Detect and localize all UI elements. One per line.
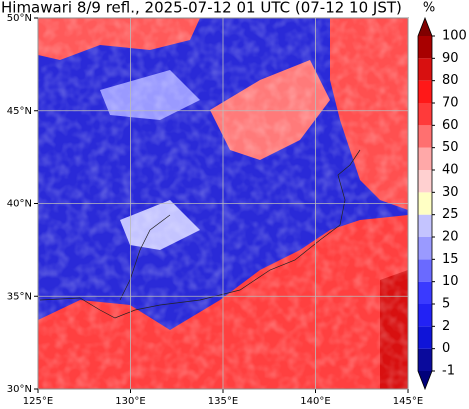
colorbar-tick-label: 25 (442, 207, 459, 222)
colorbar-over (418, 18, 432, 36)
colorbar-tick-label: 10 (442, 274, 459, 289)
colorbar-tick-label: 30 (442, 185, 459, 200)
colorbar-tick-label: 90 (442, 51, 459, 66)
colorbar-segment (418, 259, 432, 282)
colorbar-tick-label: 20 (442, 230, 459, 245)
colorbar-tick-label: -1 (442, 364, 455, 379)
colorbar-tick-label: 2 (442, 319, 450, 334)
colorbar-segment (418, 214, 432, 237)
y-tick-label: 40°N (7, 199, 32, 210)
colorbar-tick-label: 70 (442, 96, 459, 111)
x-tick-label: 125°E (23, 396, 53, 407)
y-tick-label: 45°N (7, 106, 32, 117)
colorbar-segment (418, 326, 432, 349)
x-tick-label: 135°E (208, 396, 238, 407)
colorbar-tick-label: 80 (442, 73, 459, 88)
title: Himawari 8/9 refl., 2025-07-12 01 UTC (0… (1, 0, 402, 17)
colorbar-under (418, 371, 432, 389)
colorbar-segment (418, 192, 432, 215)
x-tick-label: 145°E (393, 396, 423, 407)
colorbar-segment (418, 58, 432, 81)
colorbar-tick-label: 40 (442, 163, 459, 178)
colorbar-segment (418, 237, 432, 260)
y-tick-label: 35°N (7, 291, 32, 302)
colorbar-segment (418, 147, 432, 170)
colorbar-tick-label: 50 (442, 140, 459, 155)
x-tick-label: 130°E (115, 396, 145, 407)
colorbar-segment (418, 125, 432, 148)
colorbar-tick-label: 5 (442, 297, 450, 312)
colorbar-tick-label: 100 (442, 29, 467, 44)
colorbar-segment (418, 348, 432, 371)
colorbar-unit: % (423, 1, 435, 16)
colorbar-tick-label: 0 (442, 341, 450, 356)
y-tick-label: 50°N (7, 13, 32, 24)
colorbar-tick-label: 60 (442, 118, 459, 133)
y-tick-label: 30°N (7, 384, 32, 395)
x-tick-label: 140°E (300, 396, 330, 407)
colorbar-segment (418, 304, 432, 327)
colorbar-segment (418, 36, 432, 59)
colorbar-segment (418, 80, 432, 103)
colorbar-segment (418, 103, 432, 126)
colorbar-tick-label: 15 (442, 252, 459, 267)
colorbar-segment (418, 170, 432, 193)
colorbar-segment (418, 281, 432, 304)
